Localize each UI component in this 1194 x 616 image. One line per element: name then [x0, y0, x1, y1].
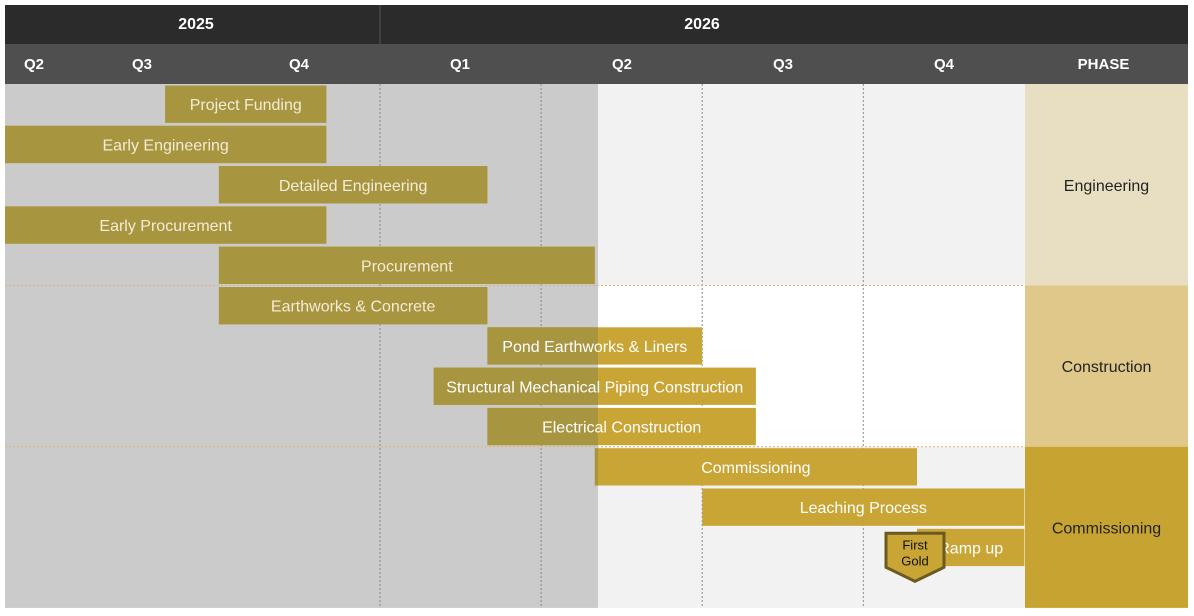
task-label-structural-mechanical-piping-construction: Structural Mechanical Piping Constructio… [446, 379, 743, 396]
bar-elapsed-early-procurement [5, 206, 327, 244]
year-label-2026: 2026 [684, 16, 720, 33]
milestone-first-gold [884, 531, 946, 583]
bar-elapsed-early-engineering [5, 125, 327, 164]
task-label-ramp-up: Ramp up [938, 540, 1003, 557]
task-label-leaching-process: Leaching Process [800, 500, 927, 517]
bar-elapsed-structural-mechanical-piping-construction [433, 367, 598, 405]
quarter-header [5, 44, 1188, 84]
milestone-label-line2: Gold [901, 553, 928, 568]
bar-elapsed-commissioning [594, 448, 598, 486]
task-label-electrical-construction: Electrical Construction [542, 420, 701, 437]
quarter-label-q3: Q3 [773, 56, 793, 73]
quarter-label-q1: Q1 [450, 56, 470, 73]
bar-elapsed-pond-earthworks-liners [487, 327, 598, 365]
phase-header: PHASE [1078, 56, 1130, 73]
task-label-pond-earthworks-liners: Pond Earthworks & Liners [502, 339, 687, 356]
phase-label-construction: Construction [1062, 359, 1152, 376]
bar-elapsed-detailed-engineering [218, 166, 488, 204]
phase-cell-commissioning [1025, 446, 1188, 608]
task-label-early-engineering: Early Engineering [103, 137, 229, 154]
bar-elapsed-earthworks-concrete [218, 287, 488, 325]
bar-elapsed-electrical-construction [487, 407, 598, 446]
quarter-label-q4: Q4 [289, 56, 310, 73]
quarter-label-q3: Q3 [132, 56, 152, 73]
milestone-label-line1: First [902, 537, 928, 552]
task-label-detailed-engineering: Detailed Engineering [279, 178, 428, 195]
phase-cell-construction [1025, 285, 1188, 447]
bar-elapsed-procurement [218, 246, 595, 284]
year-label-2025: 2025 [178, 16, 214, 33]
phase-label-commissioning: Commissioning [1052, 520, 1161, 537]
bar-elapsed-project-funding [165, 85, 327, 123]
quarter-label-q4: Q4 [934, 56, 955, 73]
task-label-commissioning: Commissioning [701, 460, 810, 477]
quarter-label-q2: Q2 [24, 56, 44, 73]
task-label-earthworks-concrete: Earthworks & Concrete [271, 299, 436, 316]
task-label-early-procurement: Early Procurement [99, 218, 232, 235]
year-header [5, 5, 1188, 44]
task-label-procurement: Procurement [361, 258, 453, 275]
task-label-project-funding: Project Funding [190, 97, 302, 114]
bar-commissioning [594, 448, 917, 486]
phase-label-engineering: Engineering [1064, 178, 1149, 195]
quarter-label-q2: Q2 [612, 56, 632, 73]
phase-cell-engineering [1025, 84, 1188, 286]
bar-leaching-process [702, 488, 1025, 526]
